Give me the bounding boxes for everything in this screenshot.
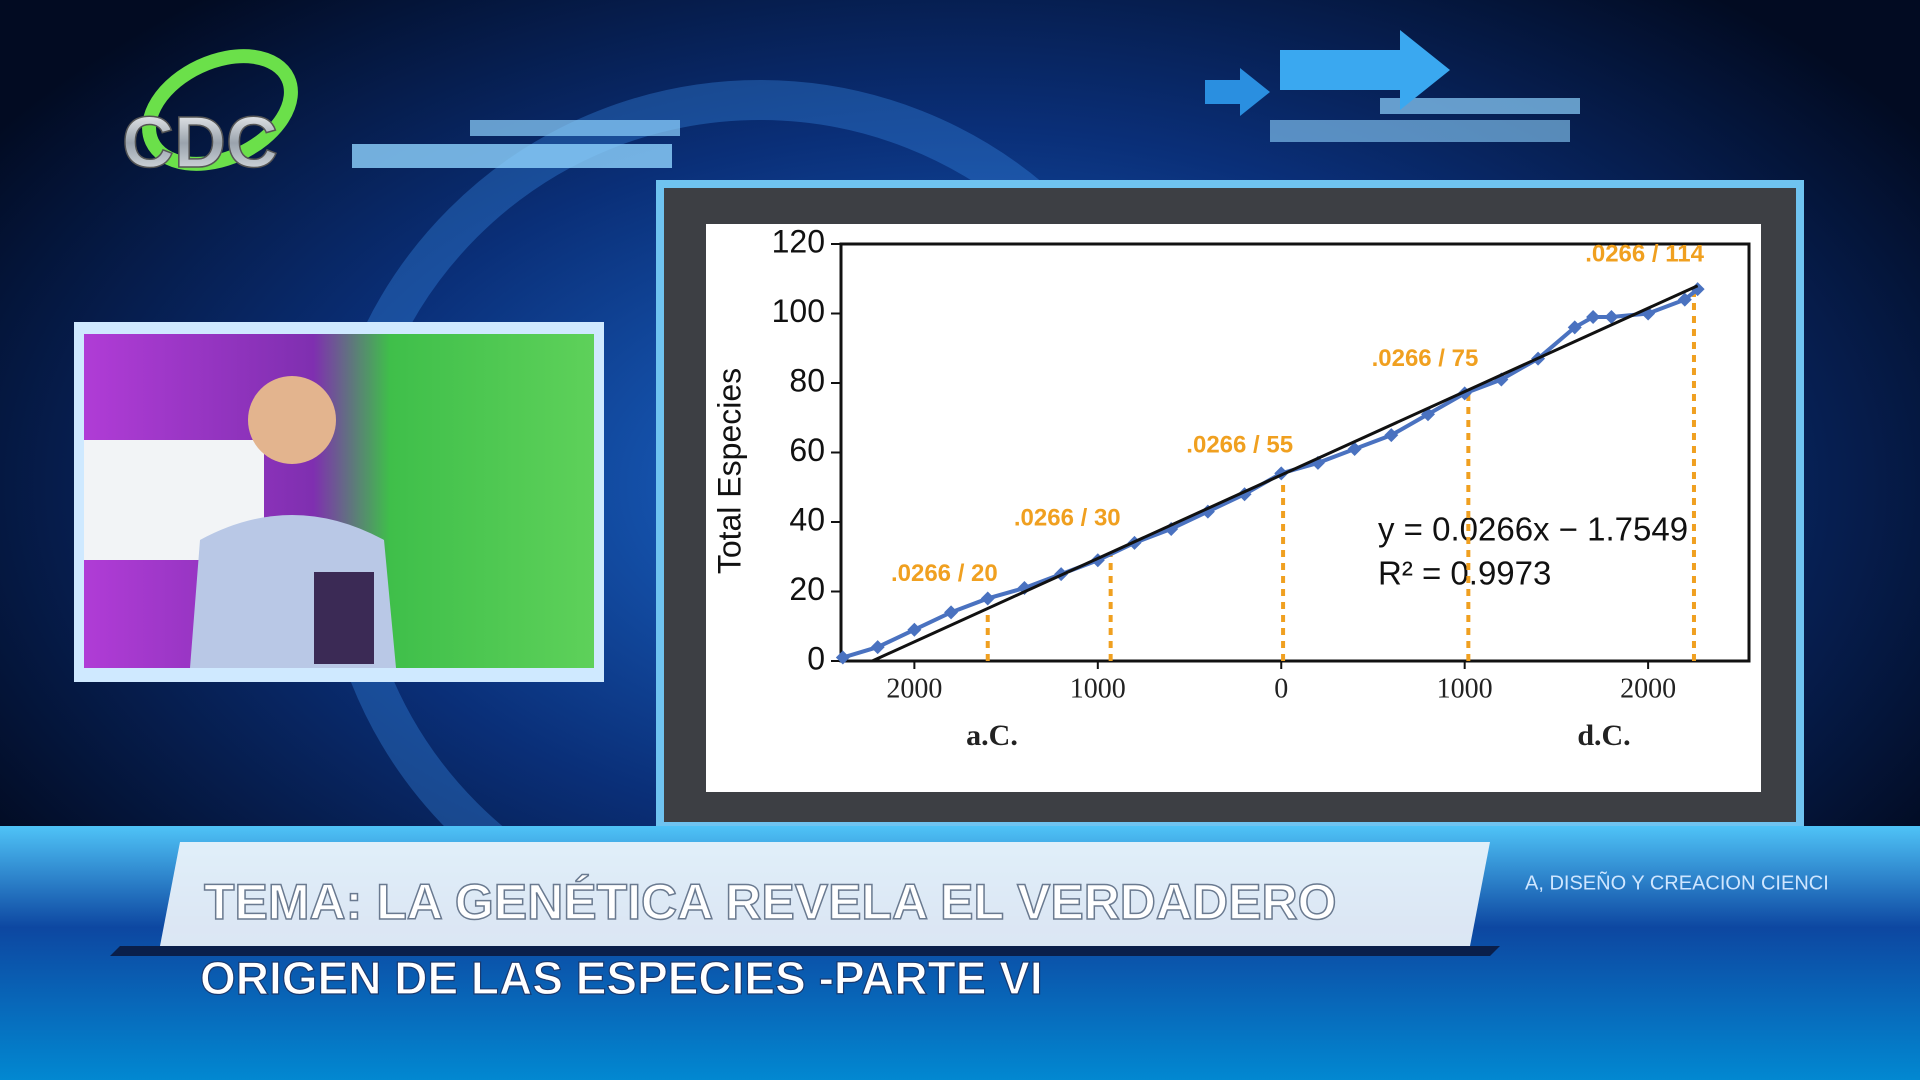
annotation-label: .0266 / 75 — [1372, 345, 1479, 372]
banner-rule — [110, 946, 1500, 956]
book — [314, 572, 374, 664]
era-label: a.C. — [966, 719, 1018, 752]
data-point — [1384, 428, 1399, 443]
x-tick-label: 2000 — [1620, 673, 1676, 704]
data-point — [1604, 309, 1619, 324]
logo-swoosh — [142, 49, 298, 171]
y-tick-label: 80 — [789, 362, 825, 398]
presenter-head — [248, 376, 336, 464]
data-point — [835, 650, 850, 665]
banner-line2: ORIGEN DE LAS ESPECIES -PARTE VI — [200, 952, 1043, 1004]
data-point — [1347, 442, 1362, 457]
chart-panel — [706, 224, 1761, 792]
data-point — [870, 640, 885, 655]
annotation-label: .0266 / 114 — [1585, 241, 1704, 268]
y-tick-label: 100 — [772, 293, 825, 329]
decor-bar — [470, 120, 680, 136]
decor-bar — [1270, 120, 1570, 142]
ticker: A, DISEÑO Y CREACION CIENCI — [1525, 870, 1829, 894]
annotation-label: .0266 / 30 — [1014, 505, 1121, 532]
x-tick-label: 1000 — [1437, 673, 1493, 704]
y-tick-label: 40 — [789, 501, 825, 537]
data-point — [1567, 320, 1582, 335]
decor-bar — [1380, 98, 1580, 114]
r-squared: R² = 0.9973 — [1378, 555, 1551, 592]
x-tick-label: 0 — [1274, 673, 1288, 704]
data-point — [944, 605, 959, 620]
decor-blocks — [352, 30, 1580, 168]
data-point — [907, 622, 922, 637]
logo: CDC — [122, 103, 278, 183]
annotation-label: .0266 / 20 — [891, 560, 998, 587]
y-tick-label: 120 — [772, 223, 825, 259]
data-point — [980, 591, 995, 606]
y-tick-label: 0 — [807, 640, 825, 676]
decor-arrow — [1205, 68, 1270, 116]
banner-box — [160, 842, 1490, 946]
banner-line1: TEMA: LA GENÉTICA REVELA EL VERDADERO — [204, 874, 1336, 930]
y-axis-label: Total Especies — [711, 368, 747, 574]
equation: y = 0.0266x − 1.7549 — [1378, 511, 1688, 548]
era-label: d.C. — [1577, 719, 1630, 752]
data-point — [1677, 292, 1692, 307]
annotation-label: .0266 / 55 — [1186, 432, 1293, 459]
x-tick-label: 1000 — [1070, 673, 1126, 704]
y-tick-label: 20 — [789, 571, 825, 607]
decor-bar — [352, 144, 672, 168]
decor-arrow — [1280, 30, 1450, 110]
trend-line — [871, 284, 1699, 663]
data-point — [1586, 309, 1601, 324]
x-tick-label: 2000 — [886, 673, 942, 704]
y-tick-label: 60 — [789, 432, 825, 468]
